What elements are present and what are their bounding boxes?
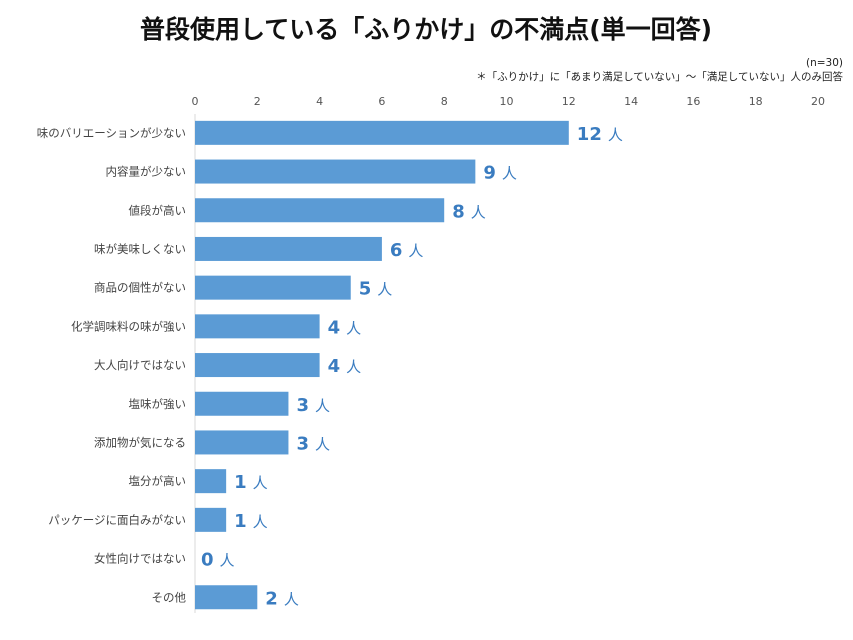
chart-title: 普段使用している「ふりかけ」の不満点(単一回答) xyxy=(140,15,712,44)
data-label-unit: 人 xyxy=(253,474,268,492)
data-label-value: 2 xyxy=(265,588,278,609)
bar xyxy=(195,585,258,610)
bar xyxy=(195,198,445,223)
category-label: 女性向けではない xyxy=(94,552,186,566)
data-label-unit: 人 xyxy=(315,435,330,453)
category-label: その他 xyxy=(152,590,187,604)
bar xyxy=(195,353,320,378)
category-label: 化学調味料の味が強い xyxy=(71,319,186,333)
data-label-unit: 人 xyxy=(220,552,235,570)
data-label-unit: 人 xyxy=(284,590,299,608)
data-label-unit: 人 xyxy=(377,281,392,299)
x-tick-label: 2 xyxy=(254,95,261,108)
bar xyxy=(195,275,351,300)
data-label-unit: 人 xyxy=(346,319,361,337)
data-label-value: 4 xyxy=(328,356,341,377)
bar xyxy=(195,120,569,145)
data-label-unit: 人 xyxy=(608,126,623,144)
bar xyxy=(195,159,476,184)
data-label-unit: 人 xyxy=(471,203,486,221)
x-tick-label: 14 xyxy=(624,95,638,108)
category-label: 味が美味しくない xyxy=(94,242,186,256)
x-tick-label: 20 xyxy=(811,95,825,108)
x-tick-label: 10 xyxy=(500,95,514,108)
data-label-value: 9 xyxy=(483,163,496,184)
bar xyxy=(195,469,227,494)
x-tick-label: 12 xyxy=(562,95,576,108)
bar xyxy=(195,314,320,339)
category-label: 塩分が高い xyxy=(129,474,187,488)
data-label-unit: 人 xyxy=(502,165,517,183)
data-label-value: 3 xyxy=(296,433,309,454)
x-tick-label: 16 xyxy=(686,95,700,108)
category-label: 塩味が強い xyxy=(129,397,187,411)
data-label-unit: 人 xyxy=(253,513,268,531)
x-tick-label: 18 xyxy=(749,95,763,108)
category-label: 値段が高い xyxy=(129,203,187,217)
data-label-value: 3 xyxy=(296,395,309,416)
bar xyxy=(195,391,289,416)
x-tick-label: 6 xyxy=(378,95,385,108)
category-label: 内容量が少ない xyxy=(106,165,187,179)
x-tick-label: 4 xyxy=(316,95,323,108)
category-label: 味のバリエーションが少ない xyxy=(37,126,186,140)
data-label-value: 12 xyxy=(577,124,602,145)
data-label-value: 4 xyxy=(328,317,341,338)
bar xyxy=(195,430,289,455)
data-label-value: 1 xyxy=(234,511,247,532)
data-label-value: 5 xyxy=(359,279,372,300)
category-label: 商品の個性がない xyxy=(94,281,186,295)
data-label: 12 人 xyxy=(577,124,623,145)
sample-size-note: (n=30) xyxy=(806,57,843,69)
data-label-value: 0 xyxy=(201,550,214,571)
data-label-value: 6 xyxy=(390,240,403,261)
category-label: 添加物が気になる xyxy=(94,435,186,449)
data-label-unit: 人 xyxy=(315,397,330,415)
data-label-unit: 人 xyxy=(346,358,361,376)
category-label: 大人向けではない xyxy=(94,358,186,372)
data-label-value: 1 xyxy=(234,472,247,493)
data-label-value: 8 xyxy=(452,201,465,222)
category-label: パッケージに面白みがない xyxy=(48,513,186,527)
bar xyxy=(195,507,227,532)
footnote: ＊「ふりかけ」に「あまり満足していない」～「満足していない」人のみ回答 xyxy=(476,70,843,83)
data-label-unit: 人 xyxy=(408,242,423,260)
x-tick-label: 8 xyxy=(441,95,448,108)
x-tick-label: 0 xyxy=(192,95,199,108)
bar xyxy=(195,236,382,261)
